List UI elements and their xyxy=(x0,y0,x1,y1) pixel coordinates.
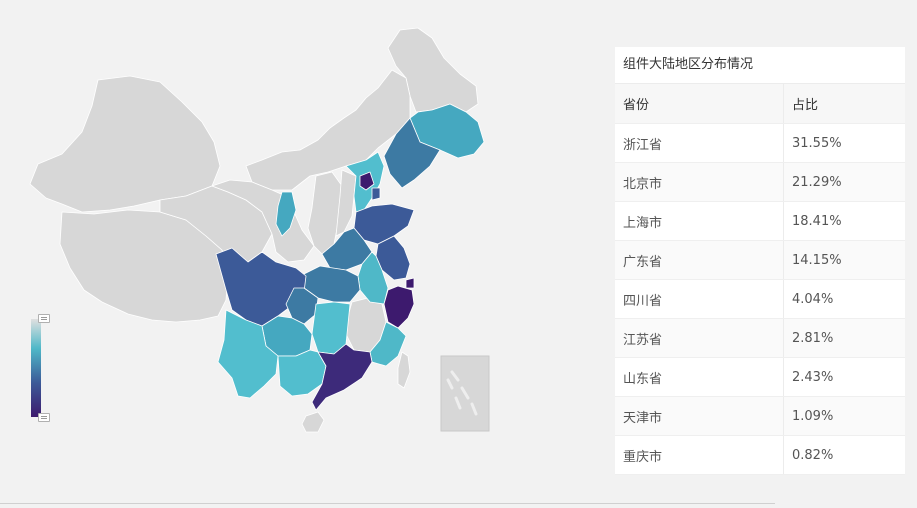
table-row[interactable]: 北京市 21.29% xyxy=(615,162,905,202)
table-row[interactable]: 上海市 18.41% xyxy=(615,201,905,241)
region-chongqing[interactable] xyxy=(285,287,319,325)
header-province: 省份 xyxy=(615,84,784,124)
region-shanghai[interactable] xyxy=(405,277,415,289)
table-row[interactable]: 广东省 14.15% xyxy=(615,240,905,280)
cell-province: 北京市 xyxy=(615,162,784,202)
china-map-svg[interactable] xyxy=(0,0,600,508)
visual-map-min-handle[interactable] xyxy=(38,413,50,422)
region-inner-mongolia[interactable] xyxy=(245,69,411,191)
table-row[interactable]: 江苏省 2.81% xyxy=(615,318,905,358)
region-guangdong[interactable] xyxy=(311,343,373,411)
cell-ratio: 14.15% xyxy=(783,240,905,280)
cell-province: 浙江省 xyxy=(615,123,784,163)
region-shanxi[interactable] xyxy=(335,169,357,237)
distribution-table: 省份 占比 浙江省 31.55% 北京市 21.29% 上海市 18.41% 广… xyxy=(615,84,905,475)
region-zhejiang[interactable] xyxy=(383,285,415,329)
region-shandong[interactable] xyxy=(353,203,415,245)
region-tianjin[interactable] xyxy=(371,187,381,201)
cell-province: 江苏省 xyxy=(615,318,784,358)
table-header-row: 省份 占比 xyxy=(615,84,905,124)
header-ratio: 占比 xyxy=(783,84,905,124)
china-map[interactable] xyxy=(0,0,600,508)
table-title: 组件大陆地区分布情况 xyxy=(615,47,905,84)
cell-province: 上海市 xyxy=(615,201,784,241)
table-row[interactable]: 重庆市 0.82% xyxy=(615,435,905,475)
region-beijing[interactable] xyxy=(359,171,375,191)
region-taiwan[interactable] xyxy=(397,351,411,389)
cell-province: 广东省 xyxy=(615,240,784,280)
cell-province: 山东省 xyxy=(615,357,784,397)
cell-ratio: 21.29% xyxy=(783,162,905,202)
cell-ratio: 2.81% xyxy=(783,318,905,358)
cell-province: 天津市 xyxy=(615,396,784,436)
region-ningxia[interactable] xyxy=(275,191,297,237)
cell-ratio: 2.43% xyxy=(783,357,905,397)
table-row[interactable]: 四川省 4.04% xyxy=(615,279,905,319)
south-china-sea-inset xyxy=(440,355,490,432)
region-xinjiang[interactable] xyxy=(29,75,221,213)
distribution-table-panel: 组件大陆地区分布情况 省份 占比 浙江省 31.55% 北京市 21.29% 上… xyxy=(615,47,905,475)
cell-ratio: 4.04% xyxy=(783,279,905,319)
cell-ratio: 1.09% xyxy=(783,396,905,436)
region-hainan[interactable] xyxy=(301,411,325,433)
divider xyxy=(0,503,775,504)
cell-ratio: 18.41% xyxy=(783,201,905,241)
table-row[interactable]: 浙江省 31.55% xyxy=(615,123,905,163)
table-row[interactable]: 天津市 1.09% xyxy=(615,396,905,436)
cell-ratio: 0.82% xyxy=(783,435,905,475)
cell-province: 重庆市 xyxy=(615,435,784,475)
cell-province: 四川省 xyxy=(615,279,784,319)
visual-map-gradient xyxy=(31,319,41,417)
region-yunnan[interactable] xyxy=(217,309,279,399)
region-liaoning[interactable] xyxy=(383,117,441,189)
table-row[interactable]: 山东省 2.43% xyxy=(615,357,905,397)
visual-map-max-handle[interactable] xyxy=(38,314,50,323)
cell-ratio: 31.55% xyxy=(783,123,905,163)
